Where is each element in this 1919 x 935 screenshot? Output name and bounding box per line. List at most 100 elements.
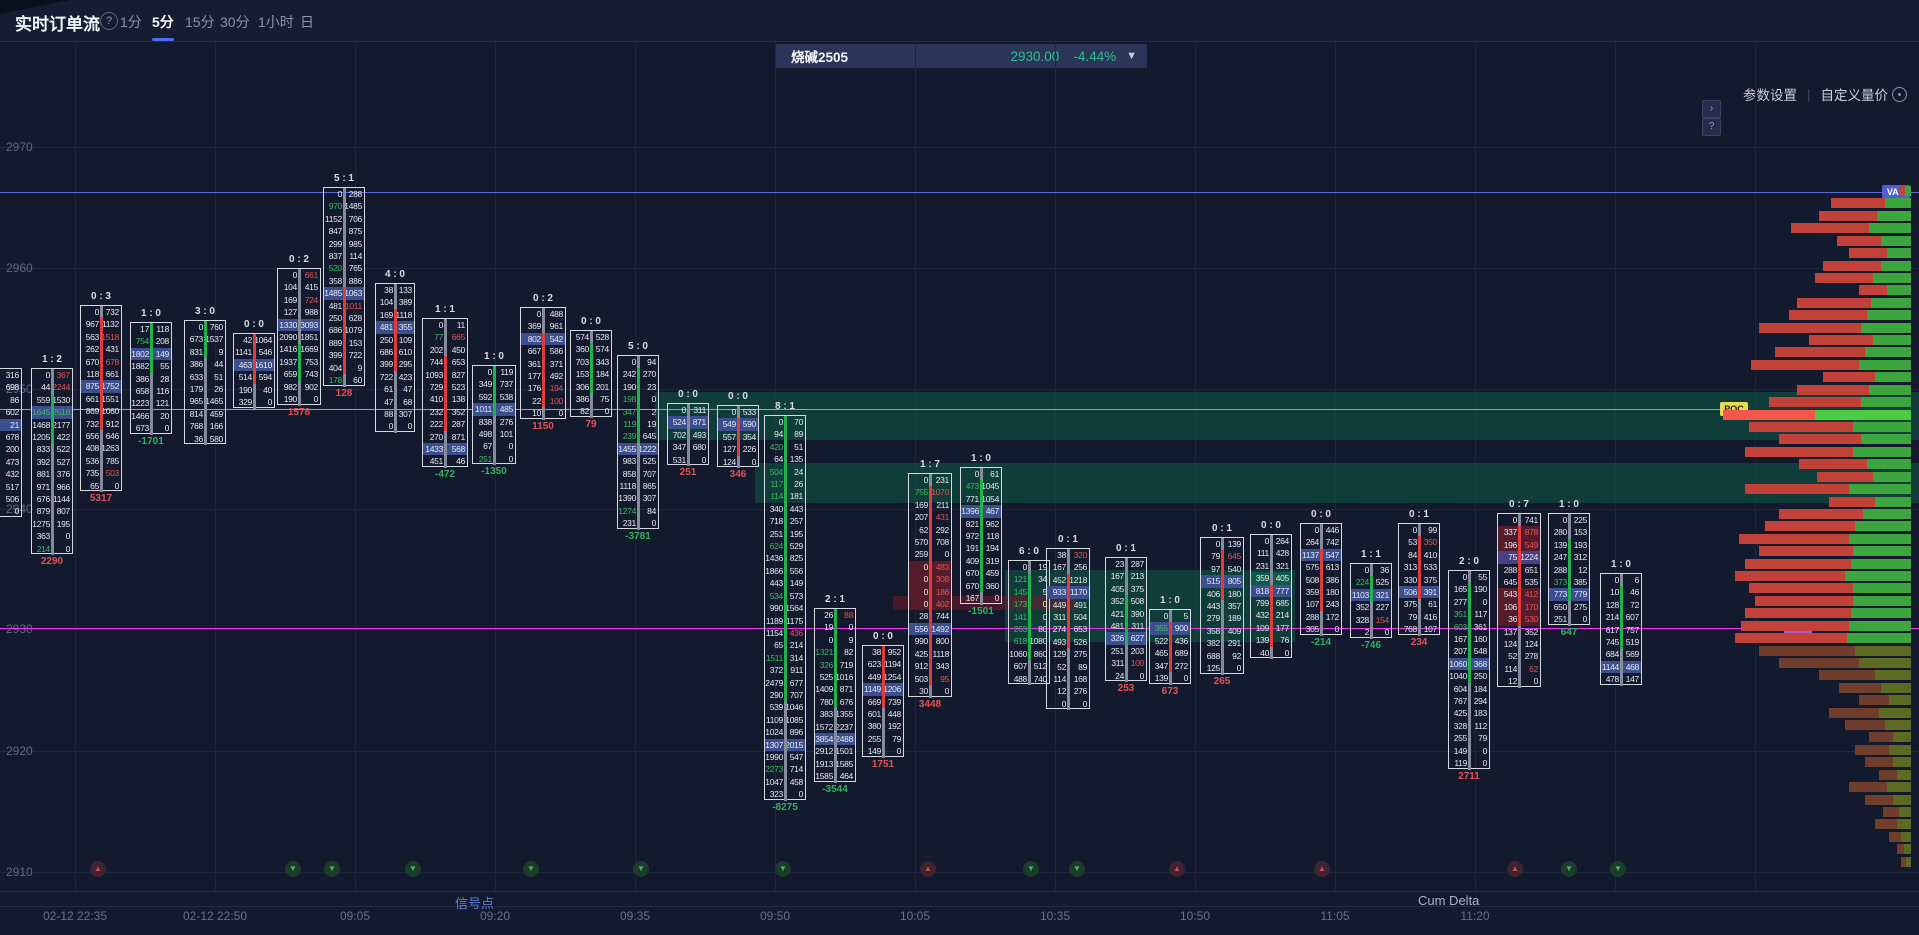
footprint-row: 669 739 [863,696,903,708]
custom-volume-price-button[interactable]: 自定义量价 [1821,84,1907,104]
signal-marker[interactable]: ▼ [1069,861,1085,877]
footprint-row: 232 352 [423,406,467,418]
signal-marker[interactable]: ▲ [920,861,936,877]
ask-volume: 357 [1227,601,1242,612]
settings-button[interactable]: 参数设置 [1742,88,1797,103]
tab-5分[interactable]: 5分 [152,14,174,41]
bid-volume: 0 [1061,698,1067,709]
profile-buy-segment [1855,521,1911,532]
ask-volume: 294 [1473,696,1488,707]
signal-marker[interactable]: ▼ [1023,861,1039,877]
footprint-row: 1466 20 [131,410,171,422]
signal-marker[interactable]: ▼ [1610,861,1626,877]
profile-buy-segment [1847,633,1911,644]
tab-30分[interactable]: 30分 [220,14,250,30]
footprint-row: 2912 1501 [815,745,855,757]
bid-volume: 624 [769,541,784,552]
contract-selector[interactable]: 烧碱2505 2930.00 -4.44% ▼ [775,44,1147,68]
ask-volume: 533 [1423,562,1438,573]
signal-marker[interactable]: ▲ [90,861,106,877]
bid-volume: 1040 [1449,671,1467,682]
ask-volume: 574 [595,344,610,355]
footprint-row: 0 231 [909,474,951,486]
profile-sell-segment [1741,620,1849,631]
tab-1小时[interactable]: 1小时 [258,14,294,30]
bid-volume: 869 [85,406,100,417]
ask-volume: 765 [348,263,363,274]
signal-marker[interactable]: ▼ [523,861,539,877]
candle-body [542,332,545,408]
bid-volume: 732 [85,418,100,429]
bid-volume: 114 [1504,663,1517,674]
bid-volume: 722 [379,371,394,382]
tab-1分[interactable]: 1分 [120,14,142,30]
profile-sell-segment [1839,682,1881,693]
side-button-›[interactable]: › [1702,100,1721,118]
ask-volume: 661 [105,369,120,380]
ask-volume: 0 [508,453,514,464]
bid-volume: 1024 [765,727,783,738]
bid-volume: 79 [1211,551,1220,562]
tab-日[interactable]: 日 [300,14,314,30]
signal-marker[interactable]: ▲ [1314,861,1330,877]
volume-profile-bar [1859,285,1911,296]
bid-volume: 222 [429,419,444,430]
ask-volume: 275 [1073,649,1088,660]
side-button-?[interactable]: ? [1702,118,1721,136]
bid-volume: 26 [824,610,833,620]
signal-marker[interactable]: ▼ [775,861,791,877]
bid-volume: 67 [483,441,492,452]
volume-profile-bar [1899,186,1911,196]
signal-marker[interactable]: ▼ [324,861,340,877]
signal-marker[interactable]: ▼ [285,861,301,877]
volume-profile-bar [1779,434,1911,445]
footprint-column-header: 1 : 0 [483,351,504,362]
bid-volume: 449 [1052,599,1067,610]
bid-volume: 251 [1110,645,1125,656]
profile-buy-segment [1881,682,1911,693]
signal-marker[interactable]: ▲ [1169,861,1185,877]
tab-15分[interactable]: 15分 [185,14,215,30]
ask-volume: 166 [209,421,224,432]
bid-volume: 493 [1052,636,1067,647]
bid-volume: 1455 [618,443,636,454]
help-icon[interactable]: ? [100,12,118,30]
signal-marker[interactable]: ▼ [633,861,649,877]
bid-volume: 36 [194,433,203,444]
bid-volume: 463 [238,359,253,370]
volume-profile-bar [1849,782,1911,793]
footprint-column-header: 0 : 0 [1310,509,1331,520]
ask-volume: 55 [160,361,169,372]
signal-marker[interactable]: ▼ [405,861,421,877]
bid-volume: 703 [575,356,590,367]
signal-marker[interactable]: ▲ [1507,861,1523,877]
signal-marker[interactable]: ▼ [1561,861,1577,877]
ask-volume: 602 [5,407,20,418]
ask-volume: 653 [451,357,466,368]
footprint-row: 352 227 [1351,601,1391,613]
ask-volume: 0 [407,421,413,432]
bid-volume: 1154 [765,627,783,638]
bid-volume: 563 [85,331,100,342]
bid-volume: 744 [429,357,444,368]
ask-volume: 44 [214,359,223,370]
ask-volume: 5 [1042,586,1048,597]
footprint-row: 425 1118 [909,648,951,660]
bid-volume: 190 [238,384,253,395]
ask-volume: 678 [5,432,20,443]
footprint-row: 255 79 [863,733,903,745]
footprint-row: 119 19 [618,418,658,430]
bid-volume: 1585 [815,771,833,782]
bid-volume: 177 [527,371,542,382]
price-axis-label: 2970 [6,140,33,154]
footprint-row: 316 [0,369,21,381]
column-delta-total: 79 [585,418,597,430]
footprint-column-header: 1 : 0 [140,308,161,319]
profile-buy-segment [1897,769,1911,780]
bid-volume: 198 [622,394,637,405]
footprint-row: 670 459 [961,567,1001,579]
ask-volume: 0 [751,456,757,467]
bid-volume: 386 [135,373,150,384]
bid-volume: 247 [1553,552,1568,563]
